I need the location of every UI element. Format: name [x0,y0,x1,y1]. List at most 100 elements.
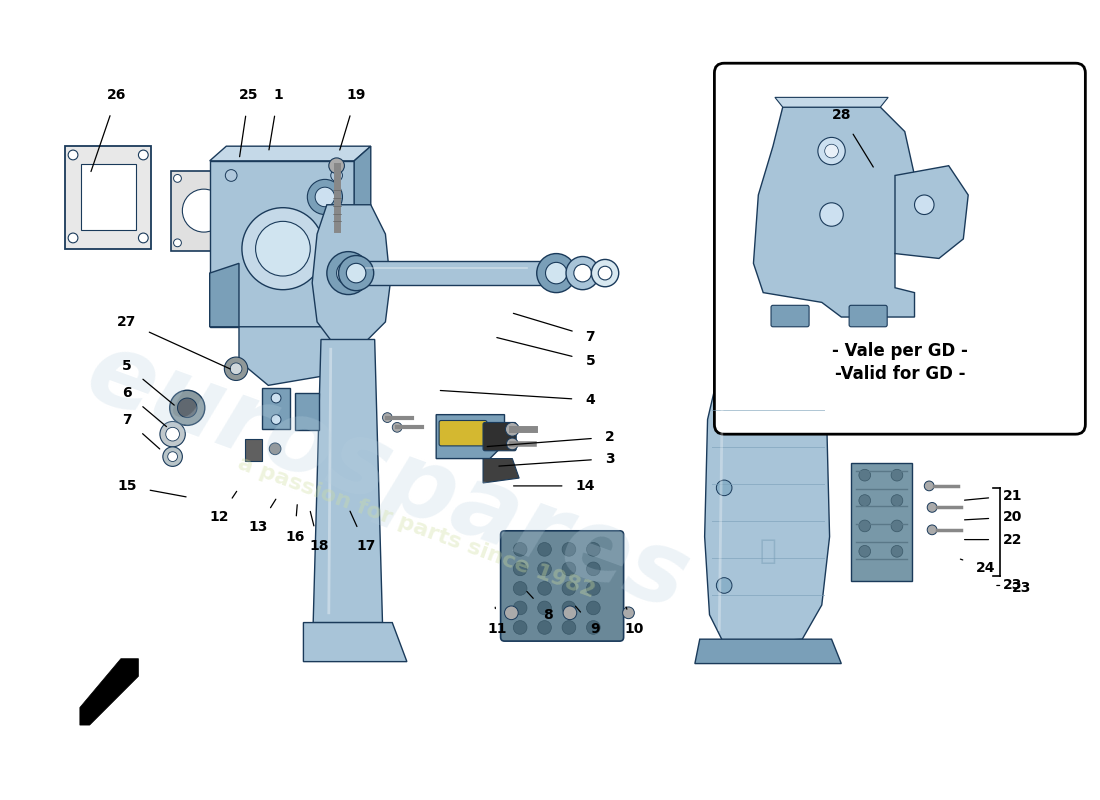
Polygon shape [210,161,354,326]
Circle shape [174,239,182,246]
Circle shape [331,170,342,182]
Text: 27: 27 [117,315,230,369]
Circle shape [166,427,179,441]
Circle shape [68,233,78,243]
Circle shape [562,621,575,634]
Circle shape [255,222,310,276]
Polygon shape [895,166,968,258]
Text: 26: 26 [91,89,127,171]
Text: 14: 14 [514,479,595,493]
Circle shape [242,208,323,290]
Polygon shape [80,658,139,725]
Circle shape [383,413,393,422]
Circle shape [563,606,576,620]
Text: 4: 4 [440,390,595,407]
Circle shape [315,187,334,206]
Circle shape [818,138,845,165]
Circle shape [716,578,732,594]
Text: 20: 20 [965,510,1022,524]
Text: 8: 8 [527,591,553,622]
Text: 17: 17 [350,511,375,554]
Polygon shape [705,390,829,644]
Circle shape [506,438,518,450]
Circle shape [177,398,197,418]
Circle shape [574,264,592,282]
Circle shape [820,203,844,226]
Text: 15: 15 [117,479,186,497]
Circle shape [514,562,527,576]
Text: 23: 23 [997,578,1022,593]
Circle shape [227,174,234,182]
Text: 19: 19 [340,89,366,150]
Circle shape [598,266,612,280]
Text: 16: 16 [285,505,305,544]
Circle shape [891,546,903,557]
Circle shape [859,520,870,532]
Circle shape [505,606,518,620]
Circle shape [329,158,344,174]
Circle shape [538,601,551,614]
Circle shape [224,357,248,381]
Circle shape [270,443,280,454]
Text: - Vale per GD -: - Vale per GD - [832,342,968,360]
Circle shape [139,233,148,243]
Circle shape [859,546,870,557]
Circle shape [514,542,527,556]
Circle shape [825,144,838,158]
Text: -Valid for GD -: -Valid for GD - [835,365,965,382]
Circle shape [174,174,182,182]
FancyBboxPatch shape [245,439,263,461]
Circle shape [393,422,402,432]
FancyBboxPatch shape [263,388,289,430]
Circle shape [538,621,551,634]
Circle shape [160,422,185,447]
Circle shape [331,306,342,318]
FancyBboxPatch shape [851,463,912,581]
Circle shape [586,582,601,595]
Circle shape [586,542,601,556]
Circle shape [346,263,366,283]
Polygon shape [304,622,407,662]
FancyBboxPatch shape [439,421,487,446]
Circle shape [566,257,600,290]
Circle shape [307,179,342,214]
Text: 13: 13 [249,499,276,534]
Circle shape [914,195,934,214]
Circle shape [183,189,226,232]
Circle shape [859,470,870,481]
Circle shape [562,582,575,595]
Text: 2: 2 [487,430,615,446]
Text: 9: 9 [575,606,601,637]
Circle shape [562,601,575,614]
Circle shape [537,254,575,293]
Circle shape [167,452,177,462]
Circle shape [562,562,575,576]
Polygon shape [483,458,519,483]
Circle shape [546,262,566,284]
Circle shape [68,150,78,160]
Circle shape [226,306,236,318]
Polygon shape [437,414,505,458]
Circle shape [226,170,236,182]
Circle shape [327,252,370,294]
FancyBboxPatch shape [80,164,135,230]
Circle shape [716,480,732,496]
Text: 24: 24 [960,559,996,575]
Circle shape [227,239,234,246]
FancyBboxPatch shape [500,531,624,641]
Circle shape [586,621,601,634]
Circle shape [337,262,360,285]
Text: 28: 28 [832,108,873,167]
Text: 11: 11 [488,607,507,637]
Polygon shape [354,146,371,326]
Text: 21: 21 [965,489,1022,502]
Polygon shape [754,107,914,317]
Polygon shape [356,262,547,285]
Polygon shape [695,639,842,663]
Circle shape [163,447,183,466]
Polygon shape [314,339,383,622]
Circle shape [859,494,870,506]
Circle shape [891,494,903,506]
FancyBboxPatch shape [771,306,810,326]
Circle shape [272,393,280,403]
